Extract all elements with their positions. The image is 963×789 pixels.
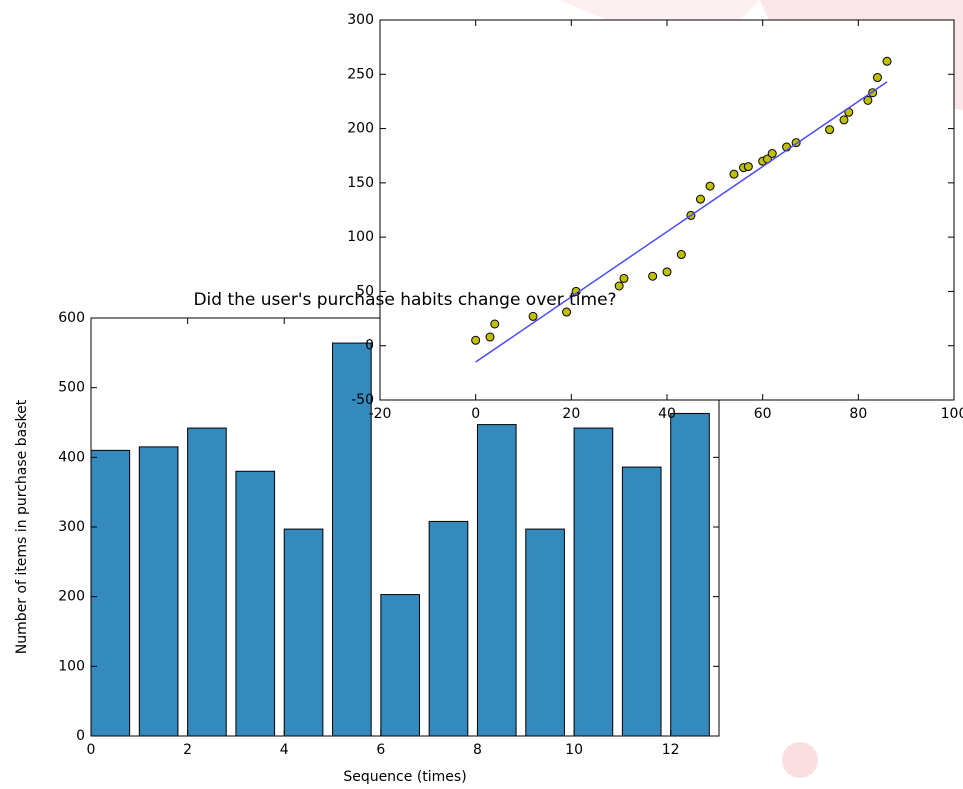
scatter-point [529,312,537,320]
scatter-point [620,274,628,282]
x-tick-label: 100 [941,406,963,422]
chart-title: Did the user's purchase habits change ov… [193,290,616,310]
y-tick-label: 150 [347,175,374,191]
y-tick-label: -50 [351,392,374,408]
x-tick-label: 60 [754,406,772,422]
scatter-point [696,195,704,203]
bar [574,428,613,736]
bar [526,529,565,736]
x-tick-label: 6 [376,742,385,758]
scatter-point [491,320,499,328]
scatter-point [649,272,657,280]
screenshot: 0246810120100200300400500600Sequence (ti… [0,0,963,789]
y-axis-label: Number of items in purchase basket [14,399,30,654]
x-tick-label: 0 [471,406,480,422]
x-tick-label: -20 [369,406,392,422]
bar [236,471,275,736]
y-tick-label: 300 [58,519,85,535]
x-tick-label: 80 [849,406,867,422]
scatter-point [615,282,623,290]
plot-area [380,20,954,400]
x-tick-label: 40 [658,406,676,422]
bar [429,521,468,736]
bar [381,595,420,736]
y-tick-label: 0 [76,728,85,744]
x-tick-label: 12 [662,742,680,758]
x-tick-label: 4 [280,742,289,758]
y-tick-label: 300 [347,12,374,28]
scatter-point [883,57,891,65]
y-tick-label: 100 [58,658,85,674]
x-tick-label: 0 [87,742,96,758]
x-tick-label: 20 [562,406,580,422]
bar [188,428,227,736]
background-shape [782,742,818,778]
scatter-point [826,126,834,134]
scatter-point [706,182,714,190]
bar [622,467,661,736]
x-axis-label: Sequence (times) [343,769,466,785]
bar [139,447,178,736]
bar [671,413,710,736]
x-tick-label: 2 [183,742,192,758]
scatter-point [768,150,776,158]
scatter-point [486,333,494,341]
y-tick-label: 0 [365,338,374,354]
scatter-point [744,163,752,171]
scatter-point [663,268,671,276]
x-tick-label: 8 [473,742,482,758]
scatter-point [840,116,848,124]
y-tick-label: 600 [58,310,85,326]
y-tick-label: 400 [58,449,85,465]
scatter-point [873,74,881,82]
y-tick-label: 200 [347,121,374,137]
y-tick-label: 200 [58,589,85,605]
bar [284,529,323,736]
y-tick-label: 250 [347,66,374,82]
scatter-point [677,251,685,259]
scatter-point [472,336,480,344]
bar [477,425,516,736]
scatter-point [730,170,738,178]
bar [91,450,130,736]
y-tick-label: 500 [58,380,85,396]
y-tick-label: 100 [347,229,374,245]
x-tick-label: 10 [565,742,583,758]
